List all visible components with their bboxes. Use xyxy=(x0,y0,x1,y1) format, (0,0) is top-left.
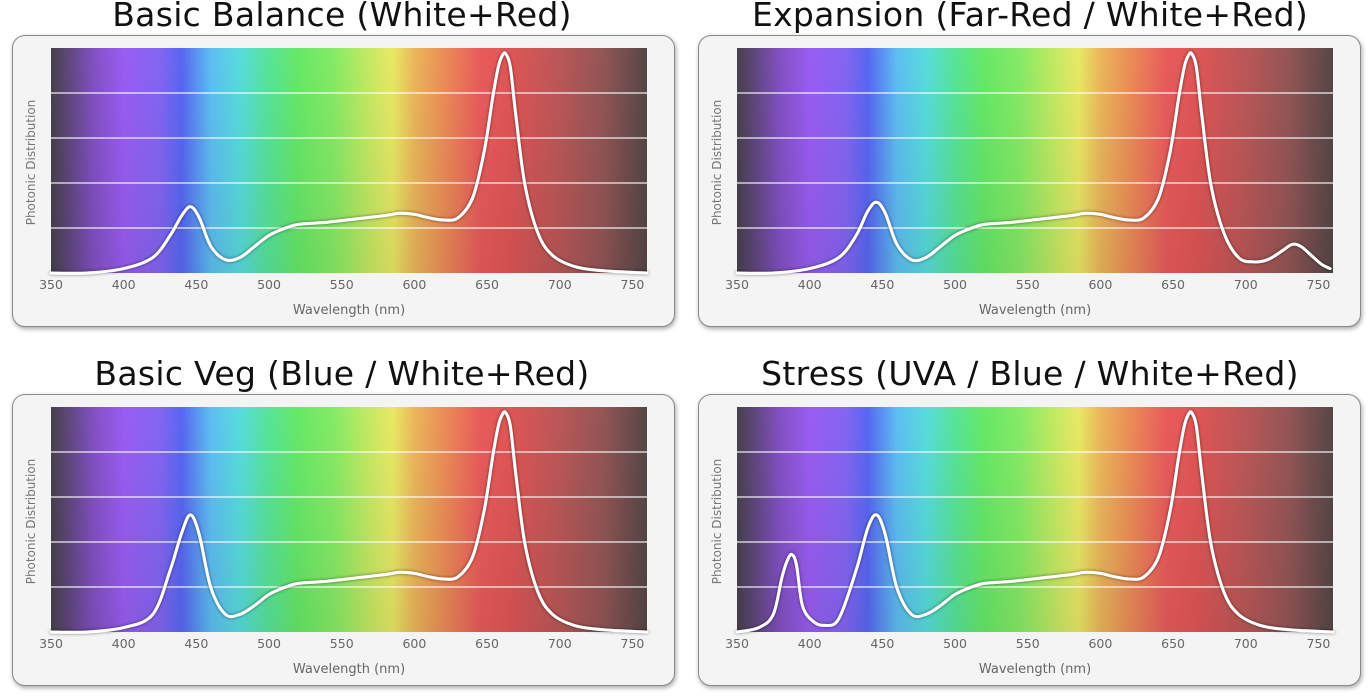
y-axis-label: Photonic Distribution xyxy=(24,459,38,585)
x-tick-label: 600 xyxy=(1088,636,1112,651)
x-tick-label: 450 xyxy=(184,277,208,292)
x-tick-label: 500 xyxy=(257,277,281,292)
spectrum-curve xyxy=(735,51,1332,275)
spectrum-curve xyxy=(49,51,649,275)
x-tick-label: 550 xyxy=(1016,277,1040,292)
x-tick-label: 500 xyxy=(257,636,281,651)
x-tick-label: 600 xyxy=(1088,277,1112,292)
y-axis-label: Photonic Distribution xyxy=(24,100,38,226)
x-tick-label: 350 xyxy=(725,636,749,651)
chart-plot: 350 400 450 500 550 600 650 700 750 Wavelength (n… xyxy=(24,48,649,318)
x-tick-label: 750 xyxy=(621,277,645,292)
x-tick-label: 450 xyxy=(870,636,894,651)
x-tick-label: 750 xyxy=(621,636,645,651)
x-axis-label: Wavelength (nm) xyxy=(979,303,1091,318)
chart-title: Stress (UVA / Blue / White+Red) xyxy=(761,354,1299,393)
x-tick-label: 600 xyxy=(402,636,426,651)
x-tick-label: 450 xyxy=(184,636,208,651)
chart-title: Basic Veg (Blue / White+Red) xyxy=(94,354,590,393)
chart-plot: 350 400 450 500 550 600 650 700 750 Wavelength (n… xyxy=(710,48,1333,318)
chart-card: 350 400 450 500 550 600 650 700 750 Wavelength (n… xyxy=(12,35,675,327)
x-tick-label: 700 xyxy=(1234,636,1258,651)
x-tick-label: 400 xyxy=(112,636,136,651)
x-tick-label: 750 xyxy=(1307,636,1331,651)
chart-title: Basic Balance (White+Red) xyxy=(112,0,572,34)
chart-card: 350 400 450 500 550 600 650 700 750 Wavelength (n… xyxy=(698,394,1361,686)
chart-card: 350 400 450 500 550 600 650 700 750 Wavelength (n… xyxy=(12,394,675,686)
x-tick-label: 600 xyxy=(402,277,426,292)
x-tick-label: 450 xyxy=(870,277,894,292)
x-tick-label: 500 xyxy=(943,636,967,651)
x-tick-label: 350 xyxy=(39,277,63,292)
x-tick-label: 550 xyxy=(330,277,354,292)
x-tick-label: 700 xyxy=(548,277,572,292)
spectrum-curve xyxy=(49,410,649,634)
x-tick-label: 650 xyxy=(1161,277,1185,292)
x-tick-label: 550 xyxy=(1016,636,1040,651)
x-tick-label: 350 xyxy=(39,636,63,651)
x-tick-label: 400 xyxy=(112,277,136,292)
x-tick-label: 650 xyxy=(475,277,499,292)
chart-plot: 350 400 450 500 550 600 650 700 750 Wavelength (n… xyxy=(710,407,1335,677)
x-tick-label: 700 xyxy=(1234,277,1258,292)
chart-card: 350 400 450 500 550 600 650 700 750 Wavelength (n… xyxy=(698,35,1361,327)
x-tick-label: 500 xyxy=(943,277,967,292)
x-tick-label: 550 xyxy=(330,636,354,651)
x-tick-label: 400 xyxy=(798,636,822,651)
x-tick-label: 700 xyxy=(548,636,572,651)
chart-title: Expansion (Far-Red / White+Red) xyxy=(751,0,1309,34)
x-axis-label: Wavelength (nm) xyxy=(979,662,1091,677)
y-axis-label: Photonic Distribution xyxy=(710,100,724,226)
y-axis-label: Photonic Distribution xyxy=(710,459,724,585)
x-tick-label: 650 xyxy=(1161,636,1185,651)
x-tick-label: 350 xyxy=(725,277,749,292)
x-tick-label: 400 xyxy=(798,277,822,292)
x-axis-label: Wavelength (nm) xyxy=(293,303,405,318)
chart-plot: 350 400 450 500 550 600 650 700 750 Wavelength (n… xyxy=(24,407,649,677)
x-tick-label: 650 xyxy=(475,636,499,651)
x-tick-label: 750 xyxy=(1307,277,1331,292)
x-axis-label: Wavelength (nm) xyxy=(293,662,405,677)
spectrum-curve xyxy=(735,410,1335,634)
